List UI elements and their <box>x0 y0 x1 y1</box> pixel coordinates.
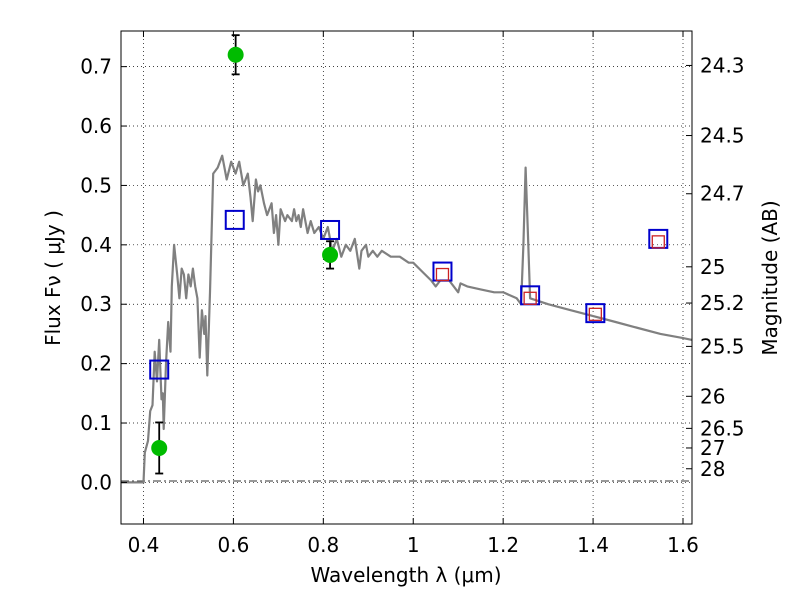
magnitude-tick-label: 26 <box>700 384 725 408</box>
observed-photometry-square <box>435 267 450 282</box>
data-point <box>227 46 244 63</box>
model-photometry-square <box>320 219 341 240</box>
grid <box>121 31 692 524</box>
ticks: 0.4 0.6 0.8 1 1.2 1.4 1.6 0.0 0.1 0.2 0.3 0.4 0.5 0.6… <box>80 31 745 557</box>
x-tick-label: 1.6 <box>667 533 699 557</box>
magnitude-tick-label: 25.5 <box>700 334 745 358</box>
data-point <box>322 246 339 263</box>
y-tick-label: 0.6 <box>80 114 112 138</box>
y-axis-label: Flux Fν ( μJy ) <box>41 210 65 346</box>
x-tick-label: 1 <box>407 533 420 557</box>
model-photometry-square <box>224 209 245 230</box>
x-tick-label: 0.4 <box>128 533 160 557</box>
model-photometry-square <box>149 359 170 380</box>
x-tick-label: 0.6 <box>217 533 249 557</box>
magnitude-tick-label: 28 <box>700 457 725 481</box>
y-tick-label: 0.4 <box>80 233 112 257</box>
y-tick-label: 0.5 <box>80 173 112 197</box>
magnitude-tick-label: 24.3 <box>700 53 745 77</box>
y-tick-label: 0.1 <box>80 411 112 435</box>
y-tick-label: 0.7 <box>80 55 112 79</box>
x-tick-label: 1.4 <box>577 533 609 557</box>
observed-photometry-square <box>651 235 665 249</box>
model-spectrum-line <box>121 154 693 484</box>
x-axis-label: Wavelength λ (μm) <box>310 563 501 587</box>
magnitude-tick-label: 24.5 <box>700 124 745 148</box>
magnitude-tick-label: 24.7 <box>700 182 745 206</box>
model-photometry-square <box>585 303 606 324</box>
magnitude-tick-label: 25.2 <box>700 291 745 315</box>
observed-photometry-square <box>588 307 602 321</box>
x-tick-label: 1.2 <box>487 533 519 557</box>
y-tick-label: 0.2 <box>80 352 112 376</box>
magnitude-tick-label: 26.5 <box>700 416 745 440</box>
data-point <box>151 439 168 456</box>
plot-frame <box>120 30 693 525</box>
y-tick-label: 0.0 <box>80 470 112 494</box>
magnitude-tick-label: 27 <box>700 436 725 460</box>
y-axis-right-label: Magnitude (AB) <box>758 200 782 355</box>
magnitude-tick-label: 25 <box>700 255 725 279</box>
x-tick-label: 0.8 <box>307 533 339 557</box>
observed-photometry-square <box>523 291 537 305</box>
y-tick-label: 0.3 <box>80 292 112 316</box>
series-layer <box>121 34 693 484</box>
